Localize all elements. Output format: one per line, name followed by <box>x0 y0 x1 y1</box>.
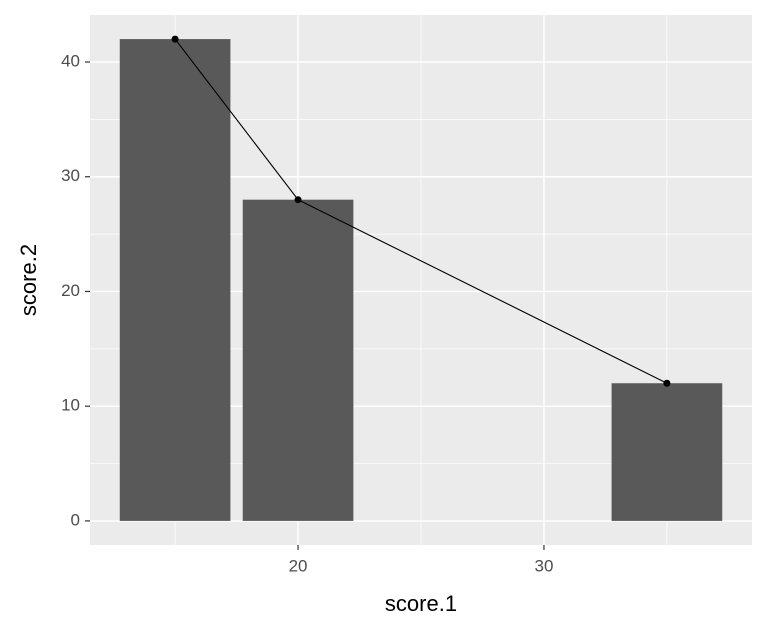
point <box>171 35 179 43</box>
y-tick-label: 10 <box>61 396 80 415</box>
y-tick-label: 0 <box>71 510 80 529</box>
point <box>663 379 671 387</box>
bar <box>119 39 231 521</box>
y-tick-label: 40 <box>61 52 80 71</box>
x-tick-label: 20 <box>289 556 308 575</box>
y-tick-label: 30 <box>61 166 80 185</box>
x-axis-title: score.1 <box>385 591 457 616</box>
x-tick-label: 30 <box>534 556 553 575</box>
bar <box>611 383 723 521</box>
bar <box>242 199 354 521</box>
point <box>294 196 302 204</box>
y-tick-label: 20 <box>61 281 80 300</box>
y-axis-title: score.2 <box>16 244 41 316</box>
